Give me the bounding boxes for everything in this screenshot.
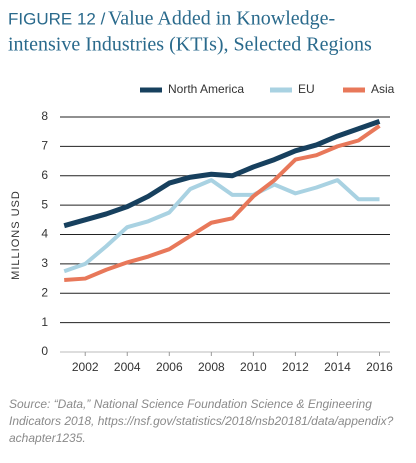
series-line — [63, 178, 380, 274]
x-tick-label: 2012 — [282, 360, 309, 374]
y-tick-label: 8 — [41, 109, 48, 123]
chart: FIGURE 12 / Value Added in Knowledge- in… — [8, 8, 395, 375]
chart-title: Value Added in Knowledge- — [108, 8, 335, 30]
x-tick-label: 2008 — [198, 360, 225, 374]
y-tick-label: 3 — [41, 256, 48, 270]
x-tick-label: 2002 — [72, 360, 99, 374]
legend-label: Asia — [371, 82, 395, 96]
chart-title: intensive Industries (KTIs), Selected Re… — [8, 34, 372, 56]
y-tick-label: 0 — [41, 344, 48, 358]
legend-label: North America — [168, 82, 244, 96]
x-tick-label: 2006 — [156, 360, 183, 374]
x-tick-label: 2016 — [366, 360, 393, 374]
y-tick-label: 2 — [41, 285, 48, 299]
legend-label: EU — [298, 82, 315, 96]
y-tick-label: 4 — [41, 227, 48, 241]
source-note: Source: “Data,” National Science Foundat… — [9, 397, 394, 445]
y-axis-label: MILLIONS USD — [10, 190, 22, 280]
x-tick-label: 2004 — [114, 360, 141, 374]
y-tick-label: 6 — [41, 168, 48, 182]
figure-label: FIGURE 12 / — [8, 9, 106, 28]
x-tick-label: 2014 — [324, 360, 351, 374]
x-tick-label: 2010 — [240, 360, 267, 374]
y-tick-label: 5 — [41, 197, 48, 211]
series-line — [63, 119, 381, 229]
y-tick-label: 7 — [41, 139, 48, 153]
y-tick-label: 1 — [41, 315, 48, 329]
series-line — [64, 124, 381, 283]
